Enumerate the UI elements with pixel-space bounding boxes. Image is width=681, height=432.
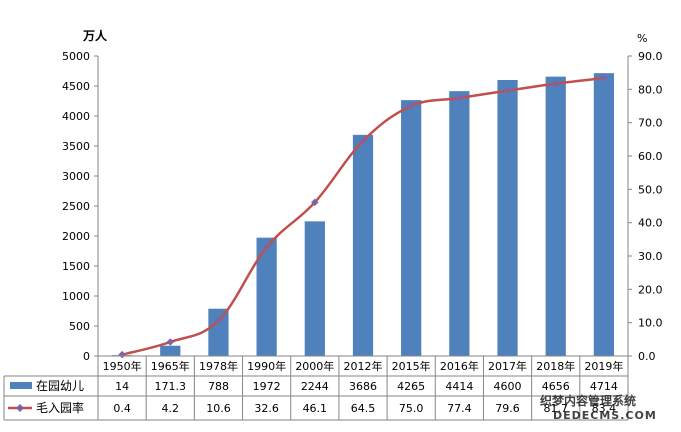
y-right-tick-label: 10.0 (638, 317, 663, 330)
bar (256, 237, 277, 356)
y-left-tick-label: 3000 (62, 170, 90, 183)
y-right-tick-label: 20.0 (638, 283, 663, 296)
y-right-unit-label: % (637, 32, 647, 45)
line-point (551, 79, 560, 88)
table-cell-line: 81.7 (543, 402, 568, 415)
y-left-unit-label: 万人 (82, 28, 108, 43)
bar (449, 91, 470, 356)
y-right-tick-label: 30.0 (638, 250, 663, 263)
legend-label-line: 毛入园率 (36, 400, 84, 415)
x-tick-label: 2000年 (295, 359, 334, 373)
table-cell-line: 0.4 (113, 402, 131, 415)
table-cell-bar: 171.3 (155, 380, 187, 393)
y-left-tick-label: 4000 (62, 110, 90, 123)
x-tick-label: 2018年 (536, 359, 575, 373)
bar (352, 134, 374, 356)
y-left-tick-label: 2000 (62, 230, 90, 243)
y-right-tick-label: 60.0 (638, 150, 663, 163)
x-tick-label: 1950年 (103, 359, 142, 373)
table-cell-bar: 14 (115, 380, 129, 393)
y-right-tick-label: 70.0 (638, 117, 663, 130)
table-cell-bar: 3686 (349, 380, 377, 393)
y-left-tick-label: 1500 (62, 260, 90, 273)
line-path (121, 76, 605, 356)
line-point (310, 198, 319, 207)
bar (497, 80, 518, 356)
y-right-tick-label: 80.0 (638, 83, 663, 96)
line-point (455, 94, 464, 102)
axes: 0 500 1000 1500 2000 2500 3000 3500 4000 4500 5000… (62, 28, 663, 363)
table-cell-bar: 4656 (542, 380, 570, 393)
legend-label-bar: 在园幼儿 (36, 379, 84, 393)
table-cell-line: 32.6 (254, 402, 279, 415)
x-tick-label: 1990年 (247, 359, 286, 373)
x-tick-label: 1978年 (199, 359, 238, 373)
table-cell-bar: 4600 (494, 380, 522, 393)
table-cell-bar: 2244 (301, 380, 329, 393)
table-cell-line: 4.2 (162, 402, 180, 415)
bar-series (111, 73, 615, 356)
legend-swatch-bar (10, 382, 32, 389)
data-table: 1950年 1965年 1978年 1990年 2000年 2012年 2015年 2016年… (3, 355, 629, 421)
x-tick-label: 2016年 (440, 359, 479, 373)
table-cell-line: 79.6 (495, 402, 520, 415)
x-tick-label: 2019年 (584, 359, 623, 373)
watermark-text-1: 织梦内容管理系统 (540, 393, 636, 408)
line-point (214, 316, 223, 325)
table-cell-line: 64.5 (351, 402, 376, 415)
y-left-tick-label: 2500 (62, 200, 90, 213)
bar (593, 73, 615, 356)
bar (208, 308, 229, 356)
table-cell-line: 83.4 (592, 402, 617, 415)
line-point (118, 350, 126, 359)
bar (304, 221, 325, 356)
y-right-tick-label: 90.0 (638, 50, 663, 63)
x-tick-label: 1965年 (151, 359, 190, 373)
y-left-tick-label: 4500 (62, 80, 90, 93)
y-left-tick-label: 1000 (62, 290, 90, 303)
y-left-tick-label: 500 (69, 320, 90, 333)
table-cell-bar: 788 (208, 380, 229, 393)
line-point (407, 102, 416, 110)
line-series (118, 74, 608, 359)
bar (545, 76, 566, 356)
line-point (359, 137, 367, 145)
x-tick-label: 2015年 (392, 359, 431, 373)
y-right-tick-label: 50.0 (638, 183, 663, 196)
line-point (262, 243, 271, 252)
table-cell-bar: 1972 (253, 380, 281, 393)
line-point (503, 86, 512, 95)
line-point (166, 338, 175, 346)
table-cell-line: 46.1 (303, 402, 328, 415)
table-cell-line: 75.0 (399, 402, 424, 415)
y-left-tick-label: 0 (83, 350, 90, 363)
table-cell-bar: 4265 (397, 380, 425, 393)
legend-swatch-marker (16, 404, 24, 412)
y-right-tick-label: 0.0 (638, 350, 656, 363)
x-tick-label: 2012年 (344, 359, 383, 373)
y-right-tick-label: 40.0 (638, 217, 663, 230)
bar (401, 100, 422, 356)
table-cell-line: 77.4 (447, 402, 472, 415)
bar (160, 345, 181, 356)
line-point (600, 74, 608, 82)
table-cell-line: 10.6 (206, 402, 231, 415)
x-tick-label: 2017年 (488, 359, 527, 373)
table-cell-bar: 4714 (590, 380, 618, 393)
table-cell-bar: 4414 (445, 380, 473, 393)
y-left-tick-label: 5000 (62, 50, 90, 63)
watermark: 织梦内容管理系统 DEDECMS.COM (540, 393, 657, 422)
watermark-text-2: DEDECMS.COM (553, 409, 657, 422)
y-left-tick-label: 3500 (62, 140, 90, 153)
